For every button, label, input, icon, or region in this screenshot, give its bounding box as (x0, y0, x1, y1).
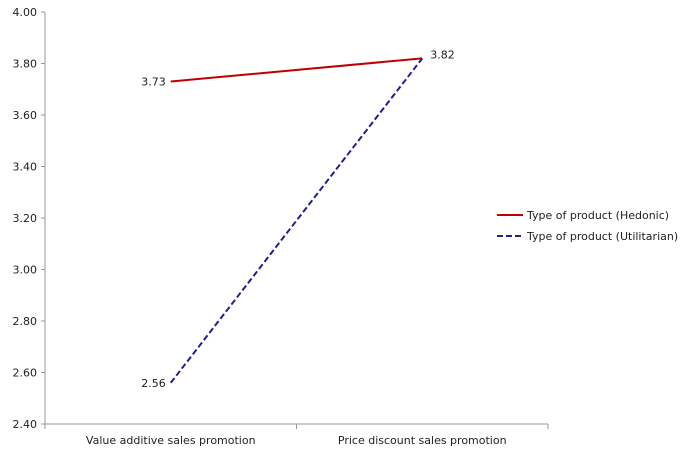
y-tick-label: 3.40 (13, 161, 38, 174)
y-tick-label: 3.20 (13, 212, 38, 225)
data-label: 3.82 (430, 48, 455, 61)
y-tick-labels: 2.40 2.60 2.80 3.00 3.20 3.40 3.60 3.80 4.00 (13, 6, 38, 431)
x-tick-label: Value additive sales promotion (86, 434, 256, 447)
y-tick-label: 4.00 (13, 6, 38, 19)
y-tick-label: 2.40 (13, 418, 38, 431)
series-line-hedonic (170, 57, 423, 83)
y-tick-label: 2.80 (13, 315, 38, 328)
y-tick-label: 3.00 (13, 264, 38, 277)
x-tick-label: Price discount sales promotion (338, 434, 507, 447)
y-tick-label: 2.60 (13, 367, 38, 380)
legend-label: Type of product (Hedonic) (526, 209, 669, 222)
legend-label: Type of product (Utilitarian) (526, 230, 678, 243)
data-label: 3.73 (141, 76, 166, 89)
x-tick-labels: Value additive sales promotion Price disc… (86, 434, 507, 447)
series-line-utilitarian (169, 57, 424, 384)
data-labels: 3.73 3.82 2.56 (141, 48, 455, 389)
axes (41, 11, 549, 429)
legend: Type of product (Hedonic) Type of product… (497, 209, 678, 243)
y-tick-label: 3.80 (13, 58, 38, 71)
data-label: 2.56 (141, 377, 166, 390)
series-lines (169, 57, 424, 384)
y-tick-label: 3.60 (13, 109, 38, 122)
